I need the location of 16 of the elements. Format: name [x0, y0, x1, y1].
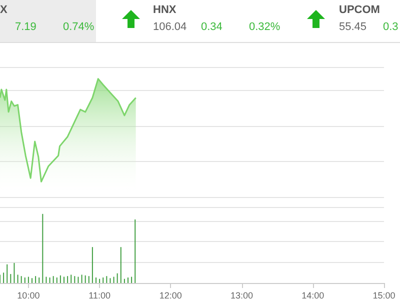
- text: HNX: [153, 4, 176, 16]
- text: 0.3: [383, 21, 398, 33]
- x-tick-label: 13:00: [230, 290, 254, 300]
- x-tick-label: 12:00: [159, 290, 182, 300]
- text: 0.32%: [249, 21, 280, 33]
- x-tick-label: 14:00: [302, 290, 324, 300]
- text: 106.04: [153, 21, 187, 33]
- text: UPCOM: [339, 4, 380, 16]
- text: X: [0, 4, 8, 16]
- text: 0.34: [201, 21, 222, 33]
- x-tick-label: 15:00: [372, 290, 396, 300]
- text: 55.45: [339, 21, 367, 33]
- x-tick-label: 10:00: [17, 290, 40, 300]
- text: 0.74%: [63, 21, 94, 33]
- x-tick-label: 11:00: [88, 290, 110, 300]
- text: 7.19: [15, 21, 36, 33]
